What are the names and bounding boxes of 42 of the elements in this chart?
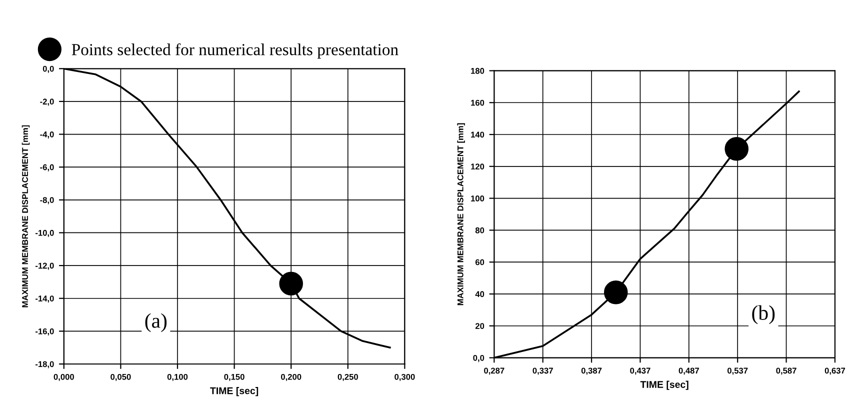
x-tick-label: 0,487 (678, 368, 699, 375)
x-tick-label: 0,100 (167, 374, 188, 382)
y-tick-label: -10,0 (36, 230, 54, 238)
y-tick-label: 140 (471, 132, 484, 138)
y-tick-label: 180 (471, 68, 484, 74)
y-tick-label: 120 (471, 164, 484, 170)
annotation: (a) (145, 313, 167, 332)
x-tick-label: 0,437 (630, 368, 650, 375)
y-tick-label: 0,0 (42, 66, 54, 73)
y-tick-label: 0,0 (473, 354, 484, 362)
x-tick-label: 0,200 (281, 374, 302, 382)
x-tick-label: 0,250 (338, 374, 358, 382)
y-tick-label: 80 (475, 227, 484, 234)
legend-label: Points selected for numerical results presentation (72, 43, 398, 59)
x-tick-label: 0,337 (532, 368, 553, 375)
y-axis-title: MAXIMUM MEMBRANE DISPLACEMENT [mm] (457, 123, 465, 306)
x-tick-label: 0,300 (394, 374, 415, 382)
x-tick-label: 0,287 (484, 368, 504, 375)
x-axis-title: TIME [sec] (640, 380, 688, 390)
y-tick-label: 60 (475, 259, 484, 266)
y-tick-label: -18,0 (36, 361, 54, 368)
y-tick-label: 40 (475, 291, 484, 298)
y-tick-label: 100 (471, 195, 484, 202)
x-axis-title: TIME [sec] (210, 387, 258, 396)
y-tick-label: -6,0 (40, 164, 54, 172)
annotation: (b) (752, 305, 775, 324)
y-tick-label: -16,0 (36, 328, 54, 336)
x-tick-label: 0,587 (776, 368, 796, 375)
y-tick-label: -12,0 (36, 262, 54, 270)
y-tick-label: -8,0 (40, 197, 54, 204)
y-tick-label: -4,0 (40, 131, 54, 139)
x-tick-label: 0,050 (110, 374, 131, 382)
x-tick-label: 0,387 (581, 368, 602, 375)
y-tick-label: 20 (475, 323, 484, 329)
y-axis-title: MAXIMUM MEMBRANE DISPLACEMENT [mm] (22, 125, 30, 308)
x-tick-label: 0,637 (824, 368, 846, 375)
x-tick-label: 0,537 (727, 368, 748, 375)
y-tick-label: 160 (471, 100, 484, 106)
x-tick-label: 0,150 (224, 374, 244, 382)
x-tick-label: 0,000 (54, 374, 74, 382)
y-tick-label: -14,0 (36, 296, 54, 303)
y-tick-label: -2,0 (40, 98, 54, 106)
